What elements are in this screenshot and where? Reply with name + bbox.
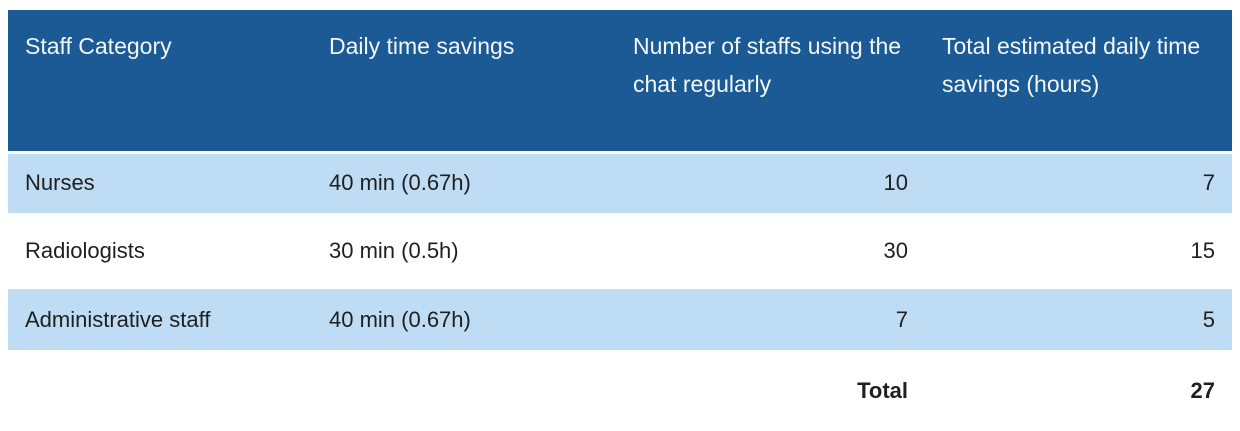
cell-daily-time-savings: 40 min (0.67h) — [312, 152, 616, 213]
table-row-radiologists: Radiologists 30 min (0.5h) 30 15 — [8, 213, 1232, 289]
cell-daily-time-savings: 30 min (0.5h) — [312, 213, 616, 289]
cell-number-of-staffs: 30 — [616, 213, 925, 289]
column-header-daily-time-savings: Daily time savings — [312, 10, 616, 154]
cell-total-savings: 5 — [925, 289, 1232, 350]
table-row-total: Total 27 — [8, 350, 1232, 431]
table-row-nurses: Nurses 40 min (0.67h) 10 7 — [8, 152, 1232, 213]
cell-number-of-staffs: 7 — [616, 289, 925, 350]
column-header-number-of-staffs: Number of staffs using the chat regularl… — [616, 10, 925, 154]
total-value: 27 — [925, 350, 1232, 431]
cell-staff-category: Nurses — [8, 152, 312, 213]
header-row: Staff Category Daily time savings Number… — [8, 10, 1232, 154]
column-header-total-savings: Total estimated daily time savings (hour… — [925, 10, 1232, 154]
cell-empty — [312, 350, 616, 431]
cell-staff-category: Radiologists — [8, 213, 312, 289]
column-header-staff-category: Staff Category — [8, 10, 312, 154]
cell-daily-time-savings: 40 min (0.67h) — [312, 289, 616, 350]
table-body: Nurses 40 min (0.67h) 10 7 Radiologists … — [8, 152, 1232, 431]
cell-number-of-staffs: 10 — [616, 152, 925, 213]
staff-time-savings-table: Staff Category Daily time savings Number… — [8, 10, 1232, 431]
cell-staff-category: Administrative staff — [8, 289, 312, 350]
cell-total-savings: 7 — [925, 152, 1232, 213]
table-row-administrative-staff: Administrative staff 40 min (0.67h) 7 5 — [8, 289, 1232, 350]
cell-total-savings: 15 — [925, 213, 1232, 289]
total-label: Total — [616, 350, 925, 431]
cell-empty — [8, 350, 312, 431]
table-header: Staff Category Daily time savings Number… — [8, 10, 1232, 154]
